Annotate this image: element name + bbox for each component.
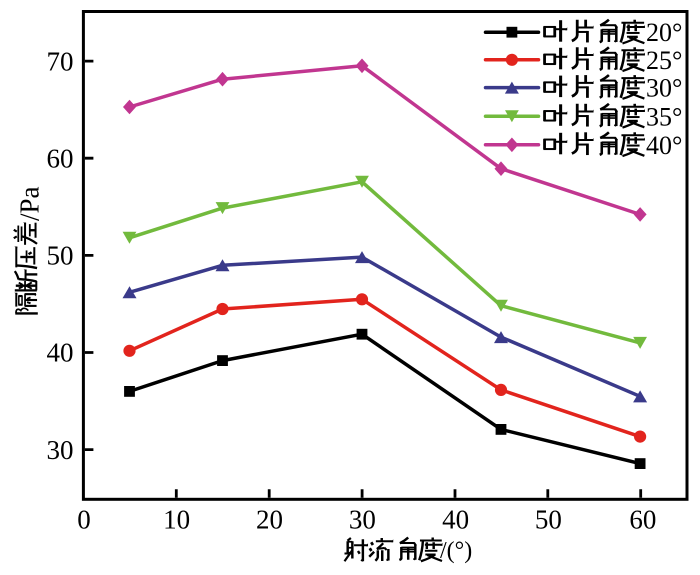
svg-text:60: 60 [47,143,74,173]
svg-text:10: 10 [163,505,190,535]
svg-text:30°: 30° [646,74,682,103]
svg-text:/(°): /(°) [440,538,472,564]
svg-text:40: 40 [442,505,469,535]
svg-text:60: 60 [629,505,656,535]
svg-text:50: 50 [47,241,74,271]
svg-text:40: 40 [47,338,74,368]
svg-text:30: 30 [349,505,376,535]
svg-text:0: 0 [77,505,91,535]
svg-text:/Pa: /Pa [14,186,44,221]
svg-text:30: 30 [47,435,74,465]
svg-text:50: 50 [535,505,562,535]
svg-text:20°: 20° [646,18,682,47]
svg-text:20: 20 [256,505,283,535]
svg-text:35°: 35° [646,102,682,131]
svg-text:40°: 40° [646,131,682,160]
svg-text:25°: 25° [646,46,682,75]
svg-text:70: 70 [47,46,74,76]
